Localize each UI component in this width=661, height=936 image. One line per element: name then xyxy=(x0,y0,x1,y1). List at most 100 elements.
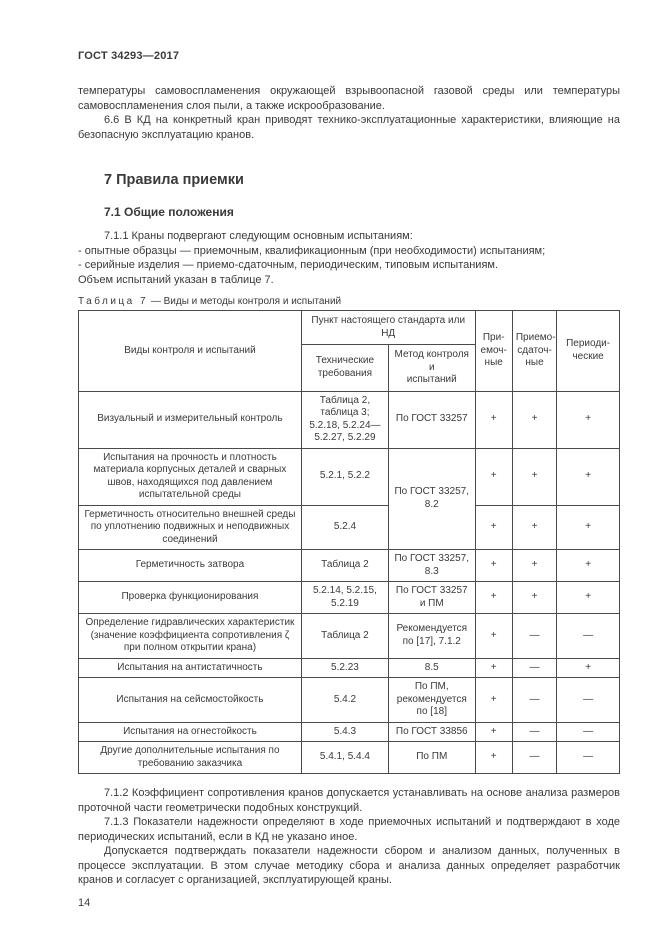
list-item-prototypes: - опытные образцы — приемочным, квалифик… xyxy=(78,244,546,257)
paragraph-volume: Объем испытаний указан в таблице 7. xyxy=(78,273,274,286)
table-7-caption-text: — Виды и методы контроля и испытаний xyxy=(148,296,342,308)
cell-handover: — xyxy=(511,741,558,775)
cell-handover: — xyxy=(511,613,558,659)
cell-tech-req: 5.2.14, 5.2.15, 5.2.19 xyxy=(300,581,389,615)
paragraph-7-1-2: 7.1.2 Коэффициент сопротивления кранов д… xyxy=(78,787,620,814)
cell-tech-req: 5.2.1, 5.2.2 xyxy=(300,447,389,506)
cell-handover: + xyxy=(511,549,558,583)
table-7-body: Визуальный и измерительный контроль Табл… xyxy=(78,390,620,775)
cell-method: Рекомендуется по [17], 7.1.2 xyxy=(387,613,476,659)
document-number-header: ГОСТ 34293—2017 xyxy=(78,50,180,62)
paragraph-continuation: температуры самовоспламенения окружающей… xyxy=(78,85,620,112)
subsection-7-1-title: 7.1 Общие положения xyxy=(104,205,234,220)
cell-handover: + xyxy=(511,581,558,615)
cell-periodic: + xyxy=(556,657,620,679)
cell-method: 8.5 xyxy=(387,657,476,679)
col-header-acceptance: При- емоч- ные xyxy=(474,310,513,392)
cell-tech-req: 5.4.2 xyxy=(300,677,389,723)
col-header-periodic: Периоди- ческие xyxy=(556,310,620,392)
cell-tech-req: Таблица 2 xyxy=(300,613,389,659)
table-row: Испытания на антистатичность 5.2.23 8.5 … xyxy=(78,657,620,679)
table-header-row-1: Виды контроля и испытаний Пункт настояще… xyxy=(78,310,620,392)
cell-tech-req: Таблица 2 xyxy=(300,549,389,583)
col-header-method: Метод контроля и испытаний xyxy=(387,344,476,392)
cell-tech-req: 5.4.1, 5.4.4 xyxy=(300,741,389,775)
cell-acceptance: + xyxy=(474,390,513,449)
cell-test-name: Визуальный и измерительный контроль xyxy=(78,390,302,449)
cell-method: По ПМ, рекомендуется по [18] xyxy=(387,677,476,723)
cell-acceptance: + xyxy=(474,721,513,743)
table-row: Визуальный и измерительный контроль Табл… xyxy=(78,390,620,449)
table-row: Другие дополнительные испытания по требо… xyxy=(78,741,620,775)
cell-tech-req: 5.2.4 xyxy=(300,504,389,551)
intro-section: температуры самовоспламенения окружающей… xyxy=(78,84,620,142)
cell-acceptance: + xyxy=(474,613,513,659)
table-row: Определение гидравлических характеристик… xyxy=(78,613,620,659)
cell-acceptance: + xyxy=(474,657,513,679)
cell-acceptance: + xyxy=(474,677,513,723)
cell-acceptance: + xyxy=(474,549,513,583)
col-header-group-standard: Пункт настоящего стандарта или НД xyxy=(300,310,476,346)
cell-test-name: Испытания на прочность и плотность матер… xyxy=(78,447,302,506)
cell-periodic: + xyxy=(556,504,620,551)
table-row: Испытания на огнестойкость 5.4.3 По ГОСТ… xyxy=(78,721,620,743)
cell-method: По ПМ xyxy=(387,741,476,775)
table-row: Проверка функционирования 5.2.14, 5.2.15… xyxy=(78,581,620,615)
paragraph-6-6: 6.6 В КД на конкретный кран приводят тех… xyxy=(78,114,620,141)
cell-periodic: + xyxy=(556,549,620,583)
col-header-types: Виды контроля и испытаний xyxy=(78,310,302,392)
paragraph-7-1-1: 7.1.1 Краны подвергают следующим основны… xyxy=(104,230,413,243)
table-7-header: Виды контроля и испытаний Пункт настояще… xyxy=(78,310,620,392)
page-number: 14 xyxy=(78,896,91,909)
table-header-row-2: Технические требования Метод контроля и … xyxy=(79,344,620,392)
col-header-tech-requirements: Технические требования xyxy=(300,344,389,392)
cell-test-name: Герметичность относительно внешней среды… xyxy=(78,504,302,551)
table-7: Виды контроля и испытаний Пункт настояще… xyxy=(78,310,620,775)
cell-handover: — xyxy=(511,677,558,723)
cell-handover: + xyxy=(511,390,558,449)
cell-tech-req: 5.2.23 xyxy=(300,657,389,679)
cell-tech-req: Таблица 2, таблица 3; 5.2.18, 5.2.24—5.2… xyxy=(300,390,389,449)
cell-test-name: Испытания на антистатичность xyxy=(78,657,302,679)
section-7-1-1-block: 7.1.1 Краны подвергают следующим основны… xyxy=(78,229,620,287)
cell-method: По ГОСТ 33856 xyxy=(387,721,476,743)
cell-method: По ГОСТ 33257, 8.3 xyxy=(387,549,476,583)
table-7-caption-label: Таблица 7 xyxy=(78,296,149,308)
cell-acceptance: + xyxy=(474,741,513,775)
paragraph-7-1-3-cont: Допускается подтверждать показатели наде… xyxy=(78,845,620,887)
cell-acceptance: + xyxy=(474,581,513,615)
cell-test-name: Проверка функционирования xyxy=(78,581,302,615)
table-row: Герметичность затвора Таблица 2 По ГОСТ … xyxy=(78,549,620,583)
cell-handover: — xyxy=(511,657,558,679)
table-row: Испытания на сейсмостойкость 5.4.2 По ПМ… xyxy=(78,677,620,723)
cell-periodic: — xyxy=(556,721,620,743)
paragraph-7-1-3: 7.1.3 Показатели надежности определяют в… xyxy=(78,816,620,843)
cell-method: По ГОСТ 33257 и ПМ xyxy=(387,581,476,615)
list-item-serial: - серийные изделия — приемо-сдаточным, п… xyxy=(78,259,499,272)
cell-test-name: Испытания на огнестойкость xyxy=(78,721,302,743)
cell-handover: — xyxy=(511,721,558,743)
cell-acceptance: + xyxy=(474,504,513,551)
cell-periodic: — xyxy=(556,613,620,659)
cell-periodic: + xyxy=(556,581,620,615)
table-row: Герметичность относительно внешней среды… xyxy=(78,504,620,551)
cell-tech-req: 5.4.3 xyxy=(300,721,389,743)
cell-periodic: + xyxy=(556,390,620,449)
outro-section: 7.1.2 Коэффициент сопротивления кранов д… xyxy=(78,786,620,888)
cell-periodic: — xyxy=(556,741,620,775)
table-row: Испытания на прочность и плотность матер… xyxy=(78,447,620,551)
cell-method: По ГОСТ 33257 xyxy=(387,390,476,449)
cell-handover: + xyxy=(511,447,558,506)
cell-test-name: Другие дополнительные испытания по требо… xyxy=(78,741,302,775)
cell-acceptance: + xyxy=(474,447,513,506)
cell-test-name: Испытания на сейсмостойкость xyxy=(78,677,302,723)
table-7-caption: Таблица 7 — Виды и методы контроля и исп… xyxy=(78,296,620,307)
col-header-handover: Приемо- сдаточ- ные xyxy=(511,310,558,392)
section-7-title: 7 Правила приемки xyxy=(104,172,244,189)
cell-test-name: Герметичность затвора xyxy=(78,549,302,583)
cell-periodic: — xyxy=(556,677,620,723)
cell-test-name: Определение гидравлических характеристик… xyxy=(78,613,302,659)
cell-method-merged: По ГОСТ 33257, 8.2 xyxy=(387,447,476,551)
cell-handover: + xyxy=(511,504,558,551)
